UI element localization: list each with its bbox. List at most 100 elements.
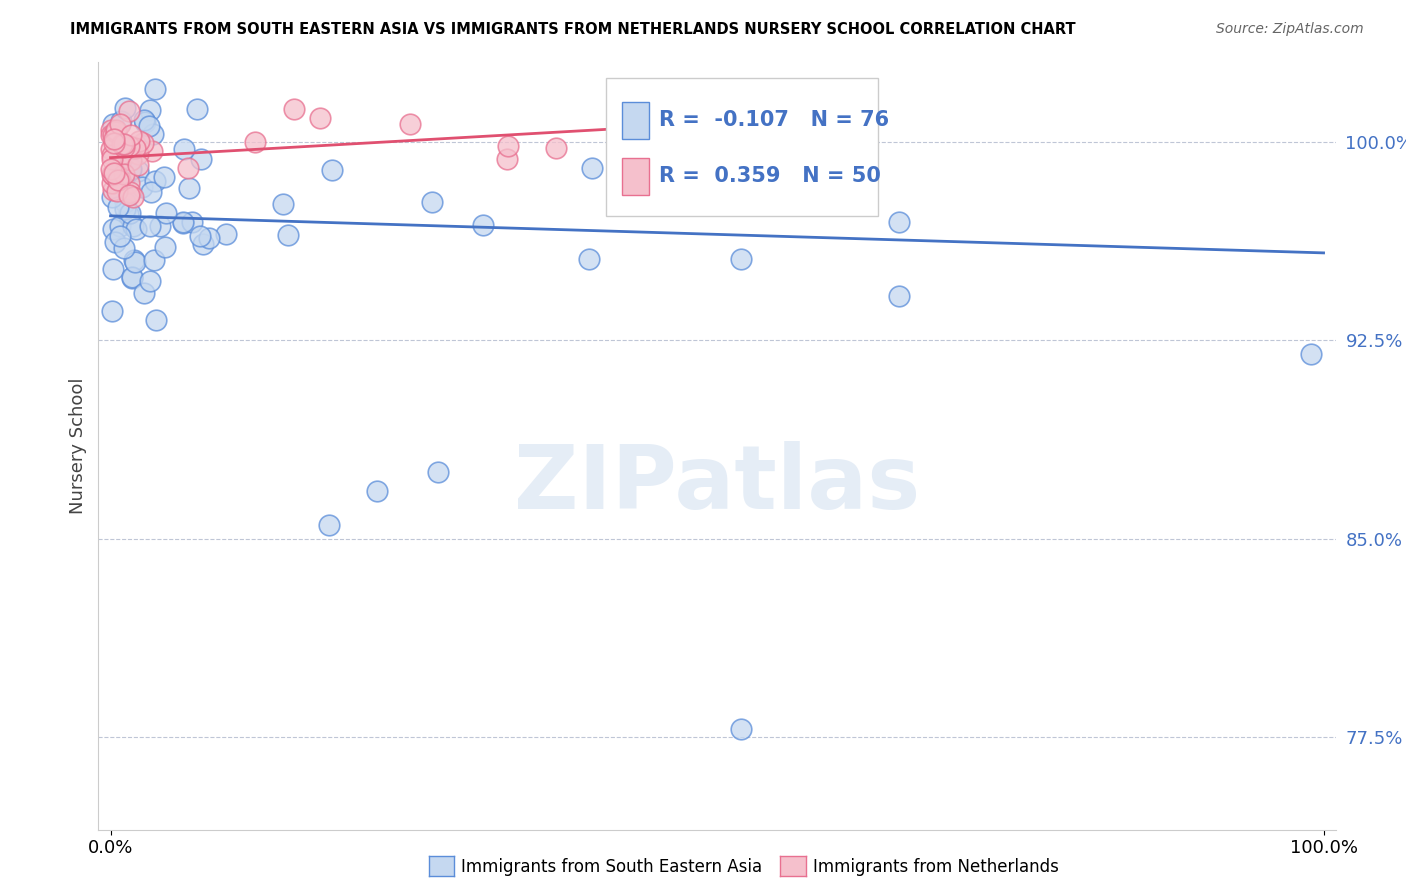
Point bbox=[243, 135, 266, 149]
Point bbox=[105, 125, 128, 139]
Point bbox=[100, 161, 122, 176]
Point bbox=[105, 184, 128, 198]
Point bbox=[108, 155, 131, 169]
Point bbox=[118, 188, 141, 202]
Point bbox=[122, 253, 145, 268]
Point bbox=[124, 141, 146, 155]
Point bbox=[101, 169, 124, 183]
Point bbox=[145, 313, 167, 327]
Point bbox=[630, 190, 652, 204]
Point bbox=[114, 202, 136, 216]
Point bbox=[215, 227, 238, 241]
Point bbox=[177, 161, 200, 175]
Point bbox=[101, 152, 124, 166]
Point bbox=[111, 137, 134, 152]
Point bbox=[118, 162, 141, 177]
Point bbox=[101, 176, 124, 190]
Point bbox=[138, 119, 160, 133]
Point bbox=[142, 127, 165, 141]
Point bbox=[111, 151, 134, 165]
Point bbox=[127, 158, 149, 172]
Point bbox=[134, 115, 156, 129]
Point bbox=[114, 138, 136, 153]
Point bbox=[186, 102, 208, 116]
Point bbox=[131, 180, 153, 194]
Point bbox=[887, 214, 910, 228]
Point bbox=[114, 195, 136, 210]
Point bbox=[120, 206, 142, 220]
Point bbox=[101, 128, 124, 142]
Point bbox=[172, 215, 194, 229]
Point bbox=[100, 128, 122, 142]
Point bbox=[117, 207, 139, 221]
Point bbox=[118, 186, 141, 200]
Text: Source: ZipAtlas.com: Source: ZipAtlas.com bbox=[1216, 22, 1364, 37]
Point bbox=[180, 215, 202, 229]
Point bbox=[120, 162, 142, 177]
Text: ZIPatlas: ZIPatlas bbox=[515, 441, 920, 528]
Point bbox=[101, 262, 124, 277]
Point bbox=[112, 137, 135, 152]
Point bbox=[121, 271, 143, 285]
Point bbox=[134, 285, 156, 300]
Point bbox=[103, 165, 125, 179]
Text: Immigrants from South Eastern Asia: Immigrants from South Eastern Asia bbox=[461, 858, 762, 876]
Point bbox=[114, 102, 136, 116]
Point bbox=[104, 235, 127, 250]
Point bbox=[153, 240, 176, 254]
Point bbox=[422, 194, 444, 209]
Point bbox=[190, 228, 212, 243]
Point bbox=[138, 274, 160, 288]
Point bbox=[887, 289, 910, 303]
Point bbox=[107, 182, 129, 196]
Point bbox=[321, 162, 343, 177]
Point bbox=[544, 141, 567, 155]
Point bbox=[427, 466, 450, 480]
Point bbox=[283, 102, 305, 116]
Point bbox=[271, 197, 294, 211]
Point bbox=[621, 197, 644, 211]
Point bbox=[100, 123, 122, 137]
Point bbox=[581, 161, 603, 175]
Point bbox=[108, 117, 131, 131]
Point bbox=[1301, 347, 1323, 361]
Text: R =  0.359   N = 50: R = 0.359 N = 50 bbox=[659, 166, 880, 186]
Point bbox=[472, 218, 495, 232]
Point bbox=[103, 183, 125, 197]
Point bbox=[100, 142, 122, 156]
Text: R =  -0.107   N = 76: R = -0.107 N = 76 bbox=[659, 110, 889, 130]
Point bbox=[128, 135, 150, 149]
Point bbox=[155, 206, 177, 220]
Point bbox=[107, 177, 129, 191]
Point bbox=[107, 169, 129, 184]
Point bbox=[103, 132, 125, 146]
Point bbox=[143, 174, 166, 188]
Point bbox=[101, 167, 124, 181]
Point bbox=[578, 252, 600, 267]
Point bbox=[118, 138, 141, 153]
Point bbox=[108, 219, 131, 233]
Point bbox=[110, 113, 132, 128]
Point bbox=[118, 103, 141, 118]
Y-axis label: Nursery School: Nursery School bbox=[69, 377, 87, 515]
Point bbox=[143, 82, 166, 96]
Point bbox=[121, 190, 143, 204]
Point bbox=[132, 113, 155, 128]
Bar bbox=[621, 158, 650, 195]
Point bbox=[105, 122, 128, 136]
Point bbox=[366, 483, 388, 498]
Bar bbox=[621, 103, 650, 139]
Point bbox=[318, 518, 340, 533]
Point bbox=[112, 168, 135, 182]
Point bbox=[103, 136, 125, 150]
Point bbox=[125, 221, 148, 235]
Point bbox=[177, 180, 200, 194]
Point bbox=[107, 153, 129, 168]
Point bbox=[101, 148, 124, 162]
Point bbox=[276, 227, 298, 242]
Point bbox=[122, 219, 145, 233]
Point bbox=[398, 117, 420, 131]
Point bbox=[110, 228, 132, 243]
Point bbox=[495, 152, 517, 166]
Point bbox=[153, 169, 176, 184]
